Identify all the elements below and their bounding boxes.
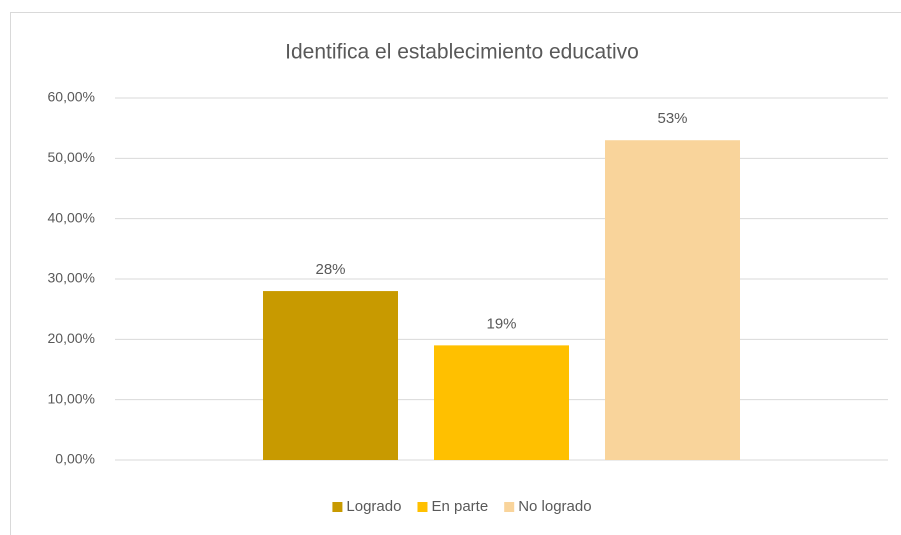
chart-title: Identifica el establecimiento educativo bbox=[285, 41, 639, 64]
legend-label: Logrado bbox=[346, 498, 401, 515]
legend-label: En parte bbox=[431, 498, 488, 515]
y-tick-label: 30,00% bbox=[48, 270, 95, 286]
bar bbox=[605, 140, 740, 460]
data-label: 53% bbox=[657, 110, 687, 127]
y-tick-label: 0,00% bbox=[55, 451, 95, 467]
bar bbox=[434, 345, 569, 460]
legend-swatch bbox=[417, 502, 428, 512]
y-tick-label: 10,00% bbox=[48, 390, 95, 406]
y-tick-label: 40,00% bbox=[48, 209, 95, 225]
y-tick-label: 50,00% bbox=[48, 149, 95, 165]
y-tick-label: 60,00% bbox=[48, 89, 95, 105]
data-label: 19% bbox=[486, 315, 516, 332]
legend-label: No logrado bbox=[518, 498, 591, 515]
bar bbox=[263, 291, 398, 460]
y-tick-label: 20,00% bbox=[48, 330, 95, 346]
legend-swatch bbox=[332, 502, 343, 512]
legend-swatch bbox=[504, 502, 515, 512]
data-label: 28% bbox=[315, 261, 345, 278]
